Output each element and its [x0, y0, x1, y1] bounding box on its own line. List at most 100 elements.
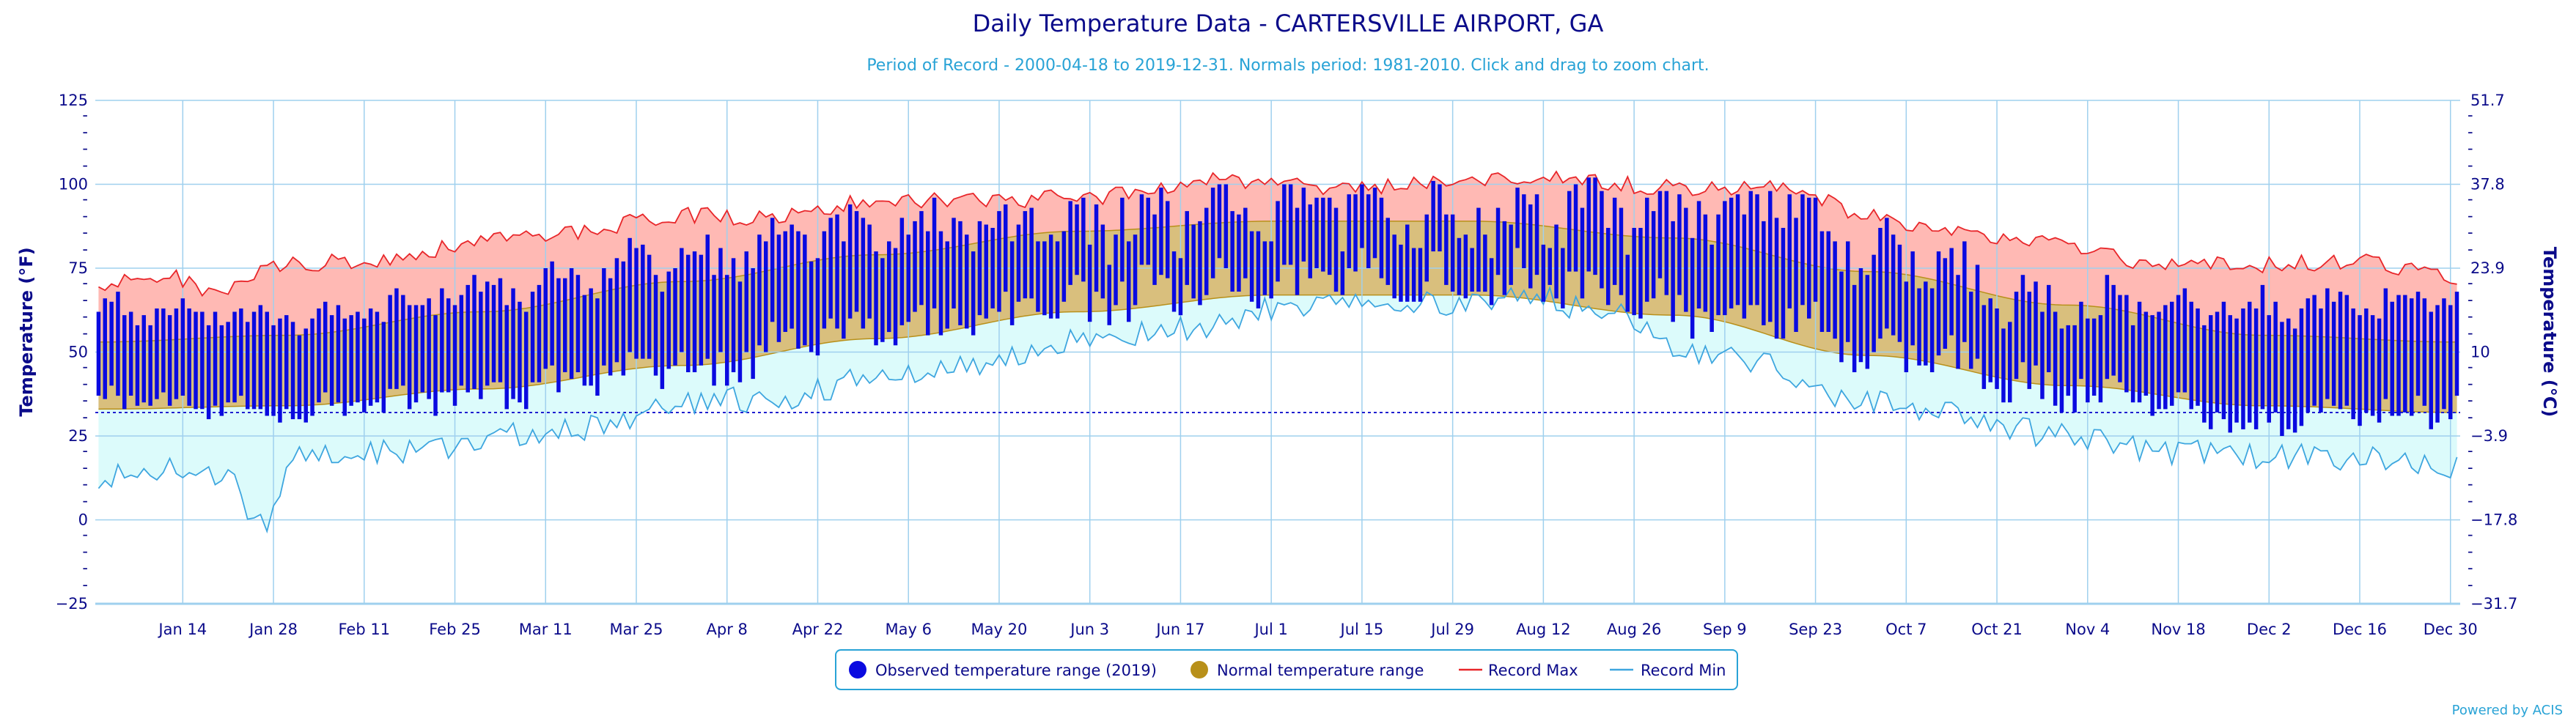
legend-item-observed[interactable]: Observed temperature range (2019)	[849, 661, 1157, 679]
legend-item-record-min[interactable]: Record Min	[1610, 662, 1726, 679]
observed-bar	[582, 295, 587, 386]
observed-bar	[1198, 221, 1202, 306]
observed-bar	[880, 258, 885, 342]
observed-bar	[148, 325, 152, 406]
observed-bar	[1885, 218, 1889, 329]
observed-bar	[1450, 214, 1455, 292]
acis-credit-link[interactable]: Powered by ACIS	[2452, 703, 2563, 718]
chart-legend[interactable]: Observed temperature range (2019) Normal…	[835, 649, 1738, 690]
minor-tick-mark: -	[2468, 106, 2473, 124]
observed-bar	[1282, 184, 1287, 265]
observed-bar	[543, 268, 548, 369]
minor-tick-mark: -	[82, 325, 88, 342]
observed-bar	[1075, 204, 1079, 276]
observed-bar	[2221, 301, 2226, 420]
observed-bar	[1716, 214, 1721, 316]
observed-bar	[258, 305, 263, 410]
y-tick-label-c: 51.7	[2470, 92, 2505, 109]
observed-bar	[2442, 298, 2446, 410]
observed-bar	[2319, 308, 2323, 413]
observed-bar	[1826, 231, 1830, 332]
legend-item-normal[interactable]: Normal temperature range	[1191, 661, 1424, 679]
observed-bar	[1755, 194, 1759, 306]
observed-bar	[1308, 204, 1312, 278]
observed-bar	[2435, 305, 2440, 423]
minor-tick-mark: -	[2468, 157, 2473, 174]
observed-bar	[725, 275, 729, 386]
observed-bar	[122, 315, 127, 410]
minor-tick-mark: -	[82, 576, 88, 594]
observed-bar	[2059, 328, 2064, 413]
observed-bar	[614, 258, 619, 363]
observed-bar	[803, 234, 807, 346]
observed-bar	[226, 322, 230, 403]
observed-bar	[1042, 241, 1047, 316]
observed-bar	[705, 234, 710, 359]
observed-bar	[232, 311, 237, 403]
observed-bar	[1794, 218, 1798, 332]
observed-bar	[938, 231, 943, 336]
minor-tick-mark: -	[82, 190, 88, 207]
minor-tick-mark: -	[2468, 325, 2473, 342]
observed-bar	[1929, 288, 1935, 372]
observed-bar	[1995, 308, 1999, 389]
observed-bar	[2086, 318, 2090, 403]
observed-bar	[1813, 197, 1818, 302]
observed-bar	[1139, 194, 1144, 265]
observed-bar	[413, 305, 419, 403]
observed-bar	[1223, 184, 1229, 268]
observed-bar	[1534, 194, 1539, 276]
y-tick-label-f: −25	[56, 595, 88, 613]
observed-bar	[1360, 184, 1364, 248]
observed-bar	[1399, 244, 1403, 302]
minor-tick-mark: -	[82, 106, 88, 124]
observed-bar	[1988, 298, 1992, 382]
observed-bar	[952, 218, 956, 308]
observed-bar	[1878, 228, 1883, 339]
observed-bar	[1470, 248, 1474, 292]
observed-bar	[174, 308, 179, 399]
observed-bar	[427, 298, 431, 399]
minor-tick-mark: -	[82, 291, 88, 308]
observed-bar	[1632, 228, 1636, 316]
observed-bar	[1100, 224, 1105, 299]
observed-bar	[2351, 308, 2355, 420]
x-tick-label: Oct 7	[1885, 621, 1927, 638]
observed-bar	[1171, 251, 1177, 312]
observed-bar	[1146, 197, 1150, 265]
observed-bar	[1690, 237, 1695, 339]
minor-tick-mark: -	[82, 274, 88, 292]
observed-bar	[2280, 322, 2284, 436]
x-tick-label: Dec 30	[2424, 621, 2478, 638]
observed-bar	[1858, 268, 1863, 363]
plot-area[interactable]	[95, 100, 2460, 604]
observed-bar	[284, 315, 289, 410]
record-max-area	[98, 171, 2457, 342]
y-axis-title-right: Temperature (°C)	[2539, 247, 2560, 418]
legend-item-record-max[interactable]: Record Max	[1459, 662, 1578, 679]
observed-bar	[1962, 241, 1967, 342]
observed-bar	[1573, 184, 1578, 272]
observed-bar	[1671, 221, 1675, 322]
observed-bar	[1094, 204, 1099, 292]
observed-bar	[1865, 275, 1870, 369]
observed-bar	[2267, 315, 2271, 423]
observed-bar	[213, 311, 218, 406]
observed-bar	[1476, 207, 1481, 292]
observed-bar	[680, 248, 684, 352]
observed-bar	[1457, 237, 1462, 295]
observed-bar	[1048, 234, 1053, 319]
observed-bar	[2189, 301, 2193, 410]
observed-bar	[1872, 254, 1876, 352]
observed-bar	[2118, 295, 2122, 382]
observed-bar	[356, 311, 360, 403]
observed-bar	[116, 292, 120, 396]
minor-tick-mark: -	[82, 157, 88, 174]
observed-bar	[472, 275, 476, 389]
observed-bar	[815, 258, 820, 356]
observed-bar	[368, 308, 373, 406]
legend-label-observed: Observed temperature range (2019)	[875, 662, 1157, 679]
observed-bar	[1321, 197, 1325, 272]
minor-tick-mark: -	[2468, 408, 2473, 426]
